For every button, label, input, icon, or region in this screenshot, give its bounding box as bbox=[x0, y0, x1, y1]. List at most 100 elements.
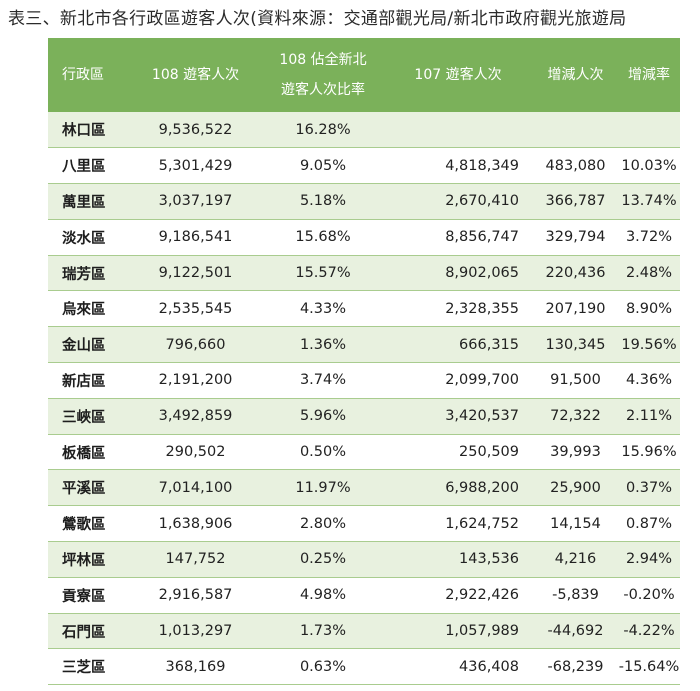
cell-change: 366,787 bbox=[533, 183, 618, 220]
cell-share-108: 3.74% bbox=[263, 362, 383, 399]
cell-visitors-108: 9,122,501 bbox=[128, 255, 263, 292]
table-row: 林口區 9,536,522 16.28% bbox=[48, 112, 680, 149]
cell-change: 4,216 bbox=[533, 541, 618, 578]
cell-share-108: 2.80% bbox=[263, 505, 383, 543]
cell-visitors-107: 8,856,747 bbox=[383, 219, 533, 256]
cell-change: 207,190 bbox=[533, 290, 618, 328]
cell-change-rate: 13.74% bbox=[618, 183, 680, 220]
table-row: 平溪區 7,014,100 11.97% 6,988,200 25,900 0.37% bbox=[48, 469, 680, 507]
cell-visitors-107: 6,988,200 bbox=[383, 469, 533, 507]
cell-district: 萬里區 bbox=[48, 183, 128, 220]
table-row: 鶯歌區 1,638,906 2.80% 1,624,752 14,154 0.87% bbox=[48, 505, 680, 543]
cell-district: 新店區 bbox=[48, 362, 128, 399]
cell-visitors-107: 143,536 bbox=[383, 541, 533, 578]
cell-change-rate: -0.20% bbox=[618, 577, 680, 614]
cell-district: 林口區 bbox=[48, 112, 128, 149]
visitor-stats-table-container: 行政區 108 遊客人次 108 佔全新北 遊客人次比率 107 遊客人次 增減… bbox=[48, 38, 680, 686]
cell-visitors-107: 2,922,426 bbox=[383, 577, 533, 614]
cell-change: 130,345 bbox=[533, 326, 618, 364]
cell-share-108: 1.73% bbox=[263, 613, 383, 650]
cell-visitors-108: 2,916,587 bbox=[128, 577, 263, 614]
cell-district: 平溪區 bbox=[48, 469, 128, 507]
cell-change-rate: 19.56% bbox=[618, 326, 680, 364]
cell-share-108: 0.63% bbox=[263, 648, 383, 686]
cell-visitors-107: 2,099,700 bbox=[383, 362, 533, 399]
cell-share-108: 4.98% bbox=[263, 577, 383, 614]
cell-visitors-107: 3,420,537 bbox=[383, 398, 533, 435]
table-row: 板橋區 290,502 0.50% 250,509 39,993 15.96% bbox=[48, 434, 680, 471]
cell-visitors-108: 3,492,859 bbox=[128, 398, 263, 435]
cell-change-rate: -4.22% bbox=[618, 613, 680, 650]
header-change: 增減人次 bbox=[547, 66, 604, 83]
cell-district: 三峽區 bbox=[48, 398, 128, 435]
header-visitors-107: 107 遊客人次 bbox=[414, 66, 502, 83]
cell-visitors-107: 1,057,989 bbox=[383, 613, 533, 650]
cell-change: 72,322 bbox=[533, 398, 618, 435]
cell-visitors-107: 436,408 bbox=[383, 648, 533, 686]
cell-change-rate: 4.36% bbox=[618, 362, 680, 399]
cell-district: 淡水區 bbox=[48, 219, 128, 256]
cell-visitors-108: 1,638,906 bbox=[128, 505, 263, 543]
cell-visitors-108: 3,037,197 bbox=[128, 183, 263, 220]
cell-share-108: 5.18% bbox=[263, 183, 383, 220]
cell-share-108: 0.50% bbox=[263, 434, 383, 471]
header-share-108: 108 佔全新北 遊客人次比率 bbox=[263, 38, 383, 112]
cell-visitors-108: 2,535,545 bbox=[128, 290, 263, 328]
cell-share-108: 11.97% bbox=[263, 469, 383, 507]
cell-visitors-108: 5,301,429 bbox=[128, 147, 263, 185]
table-row: 貢寮區 2,916,587 4.98% 2,922,426 -5,839 -0.20% bbox=[48, 577, 680, 614]
cell-change-rate: 2.11% bbox=[618, 398, 680, 435]
cell-change: -68,239 bbox=[533, 648, 618, 686]
cell-share-108: 5.96% bbox=[263, 398, 383, 435]
cell-district: 板橋區 bbox=[48, 434, 128, 471]
cell-change: 25,900 bbox=[533, 469, 618, 507]
cell-visitors-107: 1,624,752 bbox=[383, 505, 533, 543]
cell-share-108: 15.57% bbox=[263, 255, 383, 292]
cell-visitors-108: 7,014,100 bbox=[128, 469, 263, 507]
cell-change: 39,993 bbox=[533, 434, 618, 471]
cell-visitors-107: 250,509 bbox=[383, 434, 533, 471]
cell-change: 329,794 bbox=[533, 219, 618, 256]
header-district: 行政區 bbox=[62, 66, 104, 83]
cell-change-rate: 2.94% bbox=[618, 541, 680, 578]
table-header: 行政區 108 遊客人次 108 佔全新北 遊客人次比率 107 遊客人次 增減… bbox=[48, 38, 680, 112]
cell-change-rate: 15.96% bbox=[618, 434, 680, 471]
cell-share-108: 0.25% bbox=[263, 541, 383, 578]
table-row: 三峽區 3,492,859 5.96% 3,420,537 72,322 2.11% bbox=[48, 398, 680, 435]
visitor-stats-table: 行政區 108 遊客人次 108 佔全新北 遊客人次比率 107 遊客人次 增減… bbox=[48, 38, 680, 686]
table-row: 瑞芳區 9,122,501 15.57% 8,902,065 220,436 2.48% bbox=[48, 255, 680, 292]
cell-visitors-108: 1,013,297 bbox=[128, 613, 263, 650]
header-share-108-line1: 108 佔全新北 bbox=[279, 52, 367, 68]
cell-change: -44,692 bbox=[533, 613, 618, 650]
cell-district: 烏來區 bbox=[48, 290, 128, 328]
table-body: 林口區 9,536,522 16.28% 八里區 5,301,429 9.05% 4,818… bbox=[48, 112, 680, 686]
cell-visitors-108: 368,169 bbox=[128, 648, 263, 686]
cell-visitors-107: 2,328,355 bbox=[383, 290, 533, 328]
cell-change: 91,500 bbox=[533, 362, 618, 399]
table-row: 烏來區 2,535,545 4.33% 2,328,355 207,190 8.90% bbox=[48, 290, 680, 328]
cell-change: -5,839 bbox=[533, 577, 618, 614]
table-row: 石門區 1,013,297 1.73% 1,057,989 -44,692 -4.22% bbox=[48, 613, 680, 650]
cell-share-108: 16.28% bbox=[263, 112, 383, 149]
cell-visitors-107: 2,670,410 bbox=[383, 183, 533, 220]
cell-district: 三芝區 bbox=[48, 648, 128, 686]
cell-change: 220,436 bbox=[533, 255, 618, 292]
cell-change-rate: 10.03% bbox=[618, 147, 680, 185]
cell-share-108: 15.68% bbox=[263, 219, 383, 256]
header-share-108-line2: 遊客人次比率 bbox=[280, 82, 365, 98]
cell-district: 鶯歌區 bbox=[48, 505, 128, 543]
cell-visitors-108: 796,660 bbox=[128, 326, 263, 364]
cell-change: 483,080 bbox=[533, 147, 618, 185]
cell-change-rate: 0.37% bbox=[618, 469, 680, 507]
cell-visitors-108: 9,186,541 bbox=[128, 219, 263, 256]
cell-district: 八里區 bbox=[48, 147, 128, 185]
cell-district: 瑞芳區 bbox=[48, 255, 128, 292]
table-row: 金山區 796,660 1.36% 666,315 130,345 19.56% bbox=[48, 326, 680, 364]
cell-change: 14,154 bbox=[533, 505, 618, 543]
header-visitors-108: 108 遊客人次 bbox=[151, 66, 240, 83]
cell-visitors-108: 290,502 bbox=[128, 434, 263, 471]
cell-change-rate: -15.64% bbox=[618, 648, 680, 686]
cell-share-108: 4.33% bbox=[263, 290, 383, 328]
cell-share-108: 9.05% bbox=[263, 147, 383, 185]
cell-visitors-108: 2,191,200 bbox=[128, 362, 263, 399]
